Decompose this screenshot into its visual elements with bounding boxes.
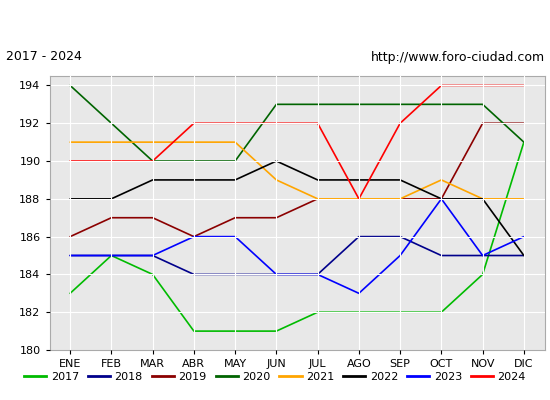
Text: Evolucion num de emigrantes en Hinojosa del Duque: Evolucion num de emigrantes en Hinojosa …: [49, 14, 501, 28]
Text: http://www.foro-ciudad.com: http://www.foro-ciudad.com: [370, 50, 544, 64]
Legend: 2017, 2018, 2019, 2020, 2021, 2022, 2023, 2024: 2017, 2018, 2019, 2020, 2021, 2022, 2023…: [20, 368, 530, 386]
Text: 2017 - 2024: 2017 - 2024: [6, 50, 81, 64]
